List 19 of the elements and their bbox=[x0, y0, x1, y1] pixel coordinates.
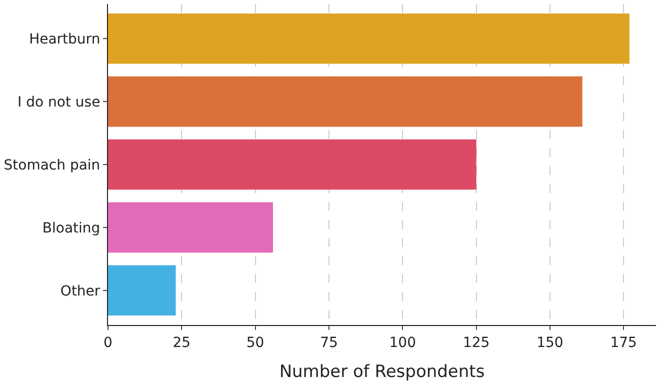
y-tick-label: Heartburn bbox=[29, 32, 100, 48]
x-tick-label: 75 bbox=[320, 334, 338, 351]
y-tick-label: Bloating bbox=[42, 220, 100, 236]
x-axis-title: Number of Respondents bbox=[279, 362, 485, 382]
x-tick-label: 0 bbox=[104, 334, 112, 351]
bar bbox=[108, 76, 582, 127]
x-tick-label: 175 bbox=[610, 334, 637, 351]
bar bbox=[108, 202, 273, 253]
x-tick-label: 100 bbox=[389, 334, 416, 351]
y-tick-label: Other bbox=[60, 283, 100, 300]
x-tick-label: 150 bbox=[536, 334, 564, 351]
bar bbox=[108, 139, 476, 190]
bar bbox=[108, 13, 630, 64]
y-tick-label: I do not use bbox=[18, 94, 100, 110]
x-tick-label: 50 bbox=[246, 334, 264, 351]
x-tick-label: 125 bbox=[462, 334, 490, 351]
y-tick-label: Stomach pain bbox=[4, 157, 100, 174]
bar bbox=[108, 265, 176, 316]
x-tick-label: 25 bbox=[172, 334, 191, 351]
